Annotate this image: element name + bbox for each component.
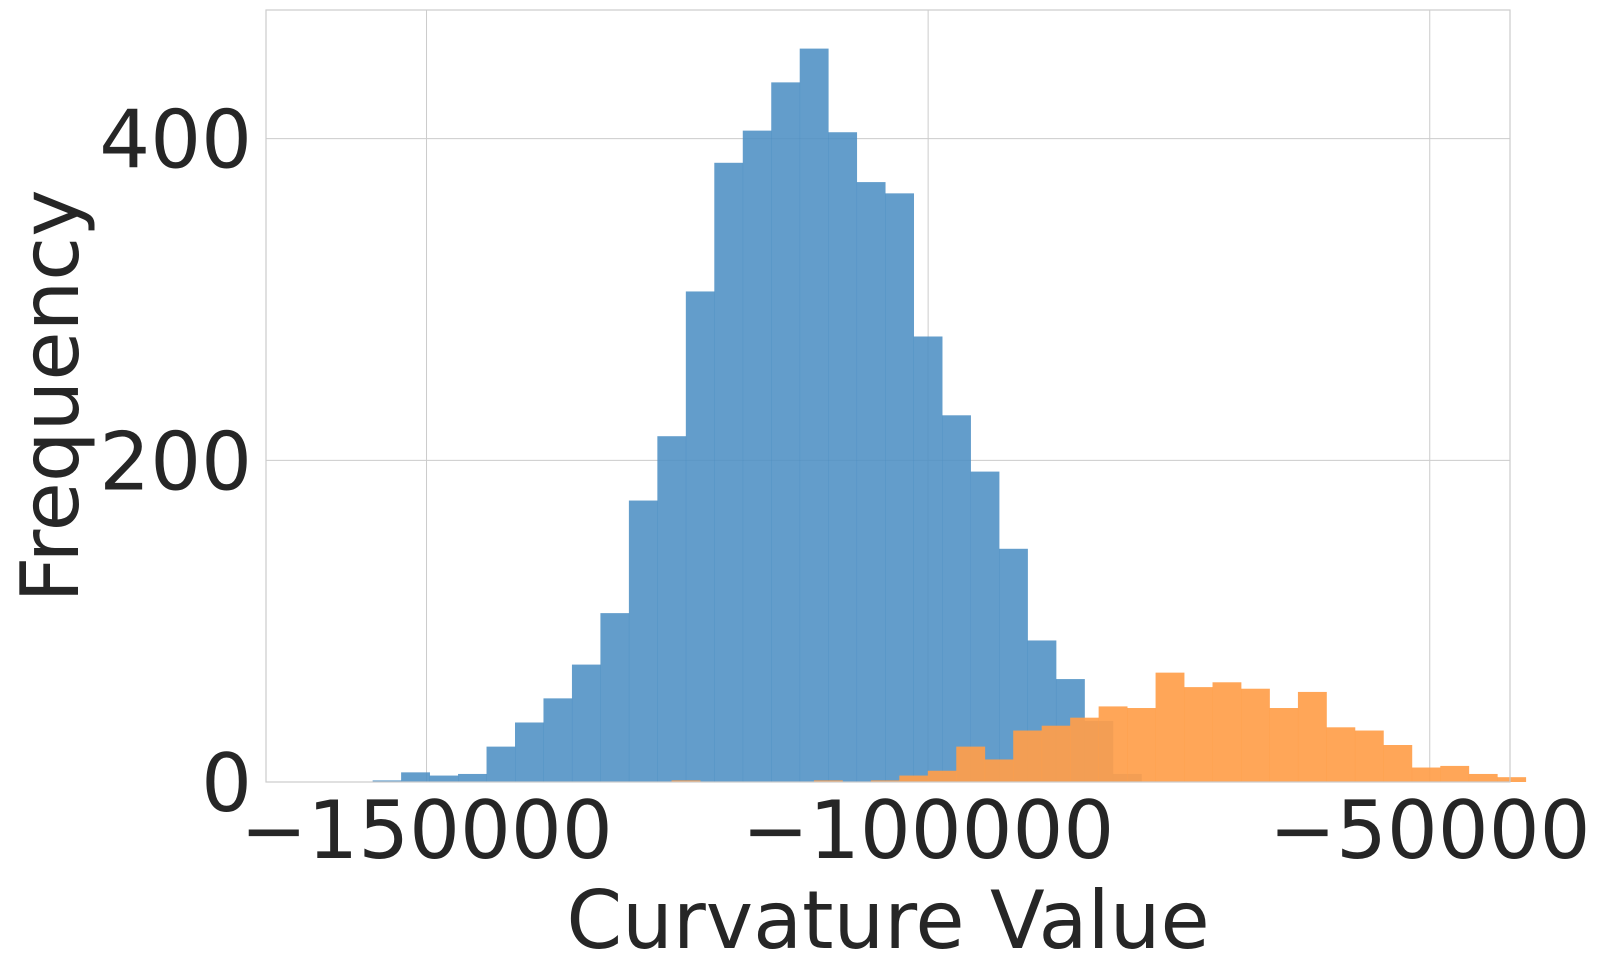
histogram-bar <box>899 775 929 782</box>
histogram-bar <box>458 773 487 782</box>
histogram-bar <box>714 162 744 782</box>
histogram-bar <box>372 780 402 782</box>
histogram-bar <box>429 775 459 782</box>
histogram-bar <box>913 336 943 782</box>
histogram-bar <box>1070 717 1100 782</box>
histogram-bar <box>1297 691 1327 782</box>
histogram-bar <box>742 130 772 782</box>
histogram-bar <box>956 746 986 782</box>
histogram-bar <box>870 780 900 782</box>
y-tick-label: 400 <box>99 94 252 187</box>
histogram-bar <box>828 132 858 782</box>
x-axis-label: Curvature Value <box>566 874 1209 967</box>
histogram-bar <box>771 82 801 782</box>
x-tick-label: −100000 <box>742 784 1114 877</box>
bars <box>372 48 1527 783</box>
histogram-bar <box>685 291 715 782</box>
histogram-bar <box>571 664 601 782</box>
histogram-bar <box>970 471 1000 782</box>
histogram-bar <box>856 182 886 782</box>
histogram-bar <box>1468 773 1498 782</box>
histogram-bar <box>1269 708 1299 782</box>
histogram-bar <box>1411 767 1441 782</box>
x-tick-label: −150000 <box>240 784 612 877</box>
histogram-bar <box>671 780 701 782</box>
histogram-bar <box>1440 765 1470 782</box>
histogram-bar <box>628 500 658 782</box>
x-tick-label: −50000 <box>1269 784 1591 877</box>
histogram-bar <box>1383 745 1413 782</box>
histogram-bar <box>1240 688 1270 782</box>
histogram-bar <box>1155 672 1185 782</box>
plot-frame <box>265 9 1511 783</box>
y-axis-label: Frequency <box>4 189 97 602</box>
y-tick-labels: 0 200 400 <box>99 94 252 830</box>
histogram-bar <box>984 759 1014 782</box>
histogram-bar <box>657 436 687 782</box>
histogram-bar <box>1497 777 1527 782</box>
histogram-bar <box>1212 682 1242 782</box>
y-tick-label: 0 <box>201 737 252 830</box>
x-tick-labels: −150000 −100000 −50000 <box>240 784 1590 877</box>
histogram-bar <box>543 698 573 782</box>
histogram-bar <box>486 746 516 782</box>
y-tick-label: 200 <box>99 415 252 508</box>
histogram-bar <box>1184 687 1213 782</box>
histogram-bar <box>1354 730 1384 782</box>
histogram-bar <box>1326 727 1356 782</box>
histogram-bar <box>813 780 843 782</box>
histogram-bar <box>799 48 829 783</box>
histogram-bar <box>927 770 957 782</box>
histogram-bar <box>885 193 915 783</box>
histogram-bar <box>1127 708 1156 782</box>
histogram-bar <box>600 613 630 782</box>
histogram-bar <box>401 772 430 782</box>
histogram-bar <box>1013 730 1043 782</box>
histogram-bar <box>515 722 544 782</box>
histogram-bar <box>1041 725 1071 782</box>
histogram-bar <box>942 415 971 782</box>
histogram-bar <box>1098 706 1128 782</box>
